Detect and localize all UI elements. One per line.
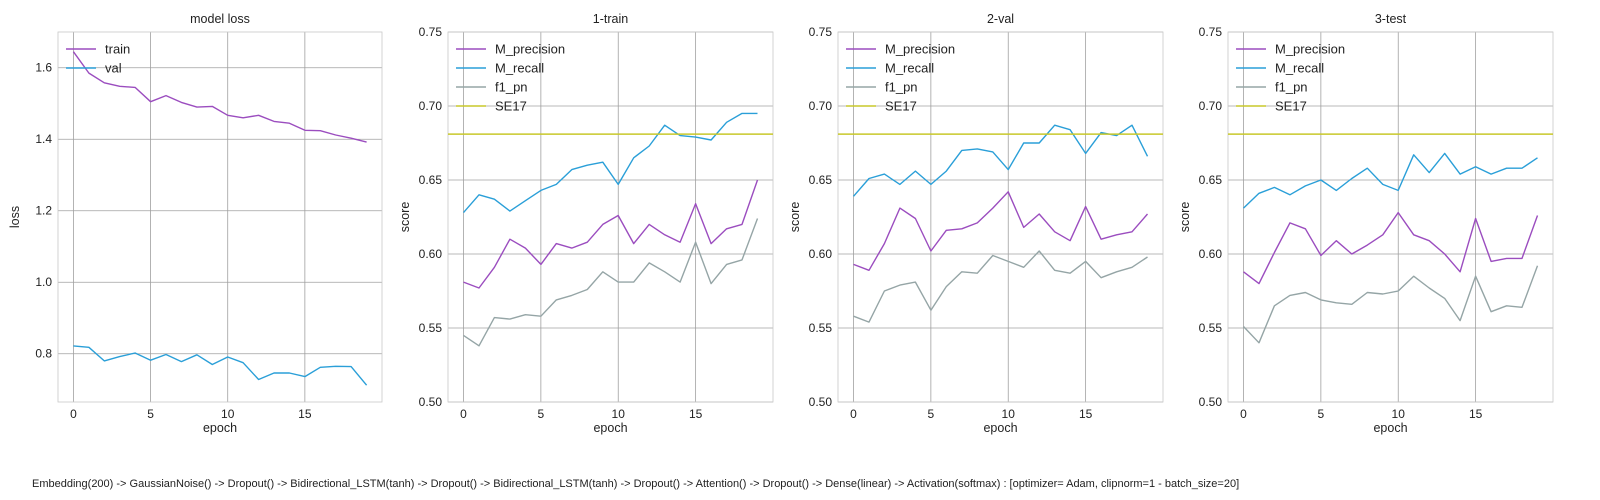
- x-tick-label: 5: [538, 407, 545, 421]
- x-tick-label: 0: [70, 407, 77, 421]
- x-tick-label: 0: [1240, 407, 1247, 421]
- series-line-m_precision: [853, 191, 1149, 271]
- y-tick-label: 1.6: [35, 61, 52, 75]
- x-tick-label: 5: [928, 407, 935, 421]
- legend-label-m_recall: M_recall: [495, 61, 544, 76]
- chart-panel-1: 0.8 1.0 1.2 1.4 1.6 0 5 10 15 model loss epoch loss…: [8, 12, 383, 435]
- legend-label-m_precision: M_precision: [495, 42, 565, 57]
- chart-title: model loss: [190, 12, 250, 26]
- chart-panel-3: 0.50 0.55 0.60 0.65 0.70 0.75 0 5 10 15 2-val epoch…: [788, 12, 1164, 435]
- y-tick-label: 0.60: [419, 247, 443, 261]
- y-tick-label: 0.65: [1199, 173, 1223, 187]
- y-axis-label: loss: [8, 206, 22, 228]
- x-axis-label: epoch: [203, 421, 237, 435]
- y-tick-label: 0.60: [809, 247, 833, 261]
- y-tick-label: 1.2: [35, 204, 52, 218]
- series-line-train: [72, 51, 367, 143]
- y-tick-label: 0.55: [1199, 321, 1223, 335]
- legend-label-m_recall: M_recall: [885, 61, 934, 76]
- x-tick-label: 0: [460, 407, 467, 421]
- y-tick-label: 0.50: [809, 395, 833, 409]
- x-tick-label: 5: [147, 407, 154, 421]
- x-tick-label: 10: [221, 407, 235, 421]
- legend-label-f1_pn: f1_pn: [1275, 80, 1308, 95]
- y-axis-label: score: [788, 202, 802, 233]
- y-tick-label: 1.0: [35, 275, 52, 289]
- plot-frame: [57, 31, 383, 403]
- x-axis-label: epoch: [593, 421, 627, 435]
- x-tick-label: 15: [1469, 407, 1483, 421]
- legend-label-f1_pn: f1_pn: [885, 80, 918, 95]
- x-tick-label: 5: [1318, 407, 1325, 421]
- y-tick-label: 0.55: [809, 321, 833, 335]
- x-tick-label: 15: [1079, 407, 1093, 421]
- legend-label-f1_pn: f1_pn: [495, 80, 528, 95]
- plot-frame: [447, 31, 774, 403]
- x-axis-label: epoch: [1373, 421, 1407, 435]
- series-line-m_recall: [462, 112, 758, 214]
- x-tick-label: 10: [612, 407, 626, 421]
- y-tick-label: 0.8: [35, 347, 52, 361]
- plot-frame: [837, 31, 1164, 403]
- series-line-f1_pn: [853, 250, 1148, 323]
- y-tick-label: 0.65: [809, 173, 833, 187]
- legend-label-se17: SE17: [1275, 99, 1307, 114]
- figure: 0.8 1.0 1.2 1.4 1.6 0 5 10 15 model loss epoch loss…: [8, 12, 1554, 435]
- x-axis-label: epoch: [983, 421, 1017, 435]
- chart-panel-2: 0.50 0.55 0.60 0.65 0.70 0.75 0 5 10 15 1-train epo…: [398, 12, 774, 435]
- y-tick-label: 0.50: [419, 395, 443, 409]
- series-line-m_precision: [1243, 211, 1539, 285]
- series-line-f1_pn: [1242, 265, 1539, 344]
- y-tick-label: 0.75: [419, 25, 443, 39]
- y-tick-label: 0.65: [419, 173, 443, 187]
- series-line-m_precision: [463, 179, 759, 289]
- x-tick-label: 0: [850, 407, 857, 421]
- x-tick-label: 15: [298, 407, 312, 421]
- y-tick-label: 0.70: [1199, 99, 1223, 113]
- chart-title: 3-test: [1375, 12, 1407, 26]
- series-line-m_recall: [1243, 152, 1538, 209]
- plot-frame: [1227, 31, 1554, 403]
- chart-title: 1-train: [593, 12, 628, 26]
- legend-label-se17: SE17: [885, 99, 917, 114]
- series-line-f1_pn: [463, 218, 759, 347]
- series-line-val: [73, 345, 368, 386]
- series-line-m_recall: [852, 124, 1149, 197]
- y-tick-label: 0.75: [1199, 25, 1223, 39]
- y-tick-label: 0.55: [419, 321, 443, 335]
- y-tick-label: 0.50: [1199, 395, 1223, 409]
- legend-label-val: val: [105, 61, 122, 76]
- legend-label-train: train: [105, 42, 130, 57]
- y-axis-label: score: [398, 202, 412, 233]
- y-axis-label: score: [1178, 202, 1192, 233]
- y-tick-label: 0.60: [1199, 247, 1223, 261]
- chart-title: 2-val: [987, 12, 1014, 26]
- y-tick-label: 0.70: [419, 99, 443, 113]
- legend-label-se17: SE17: [495, 99, 527, 114]
- x-tick-label: 10: [1002, 407, 1016, 421]
- chart-panel-4: 0.50 0.55 0.60 0.65 0.70 0.75 0 5 10 15 3-test epoc…: [1178, 12, 1554, 435]
- legend-label-m_recall: M_recall: [1275, 61, 1324, 76]
- x-tick-label: 15: [689, 407, 703, 421]
- legend-label-m_precision: M_precision: [1275, 42, 1345, 57]
- x-tick-label: 10: [1392, 407, 1406, 421]
- legend-label-m_precision: M_precision: [885, 42, 955, 57]
- model-caption: Embedding(200) -> GaussianNoise() -> Dro…: [32, 478, 1240, 490]
- y-tick-label: 0.70: [809, 99, 833, 113]
- y-tick-label: 0.75: [809, 25, 833, 39]
- y-tick-label: 1.4: [35, 132, 52, 146]
